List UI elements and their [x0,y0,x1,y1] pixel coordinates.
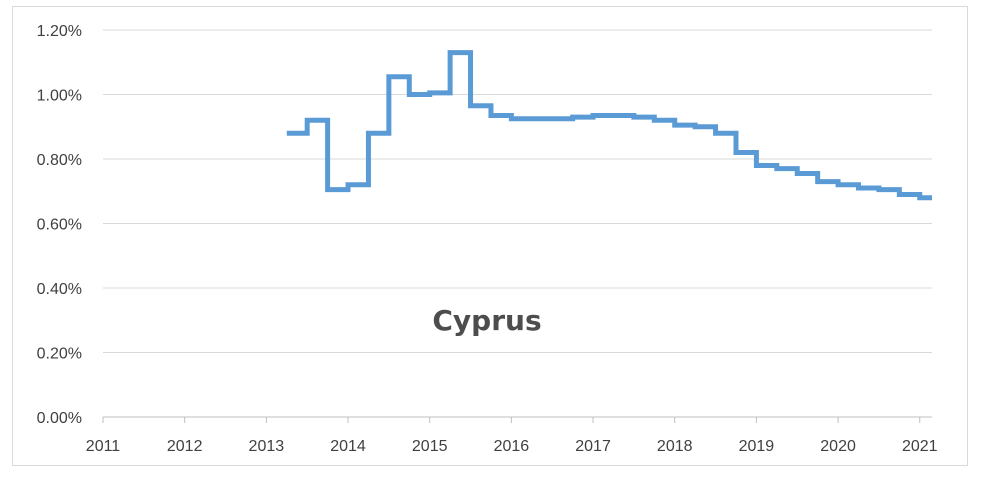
x-tick-label: 2019 [739,438,775,455]
x-tick-label: 2016 [494,438,530,455]
x-axis [102,416,932,423]
x-tick-label: 2015 [412,438,448,455]
y-tick-label: 1.20% [37,23,82,40]
x-tick-label: 2020 [820,438,856,455]
x-axis-tick-labels: 2011 2012 2013 2014 2015 2016 2017 2018 2019 2020… [86,438,938,455]
gridlines [103,29,932,353]
x-tick-label: 2014 [330,438,366,455]
series-layer [286,50,932,201]
x-tick-label: 2017 [575,438,611,455]
series-line-0 [286,50,932,201]
x-tick-label: 2021 [902,438,938,455]
chart-frame [12,6,968,466]
y-tick-label: 0.40% [37,281,82,298]
chart-title: Cyprus [432,304,541,337]
y-axis-tick-labels: 0.00% 0.20% 0.40% 0.60% 0.80% 1.00% 1.20% [37,23,82,427]
x-tick-label: 2018 [657,438,693,455]
y-tick-label: 1.00% [37,88,82,105]
y-tick-label: 0.80% [37,152,82,169]
y-tick-label: 0.20% [37,346,82,363]
y-tick-label: 0.60% [37,217,82,234]
y-tick-label: 0.00% [37,410,82,427]
x-tick-label: 2012 [167,438,203,455]
x-tick-label: 2011 [86,438,121,455]
x-tick-label: 2013 [249,438,285,455]
